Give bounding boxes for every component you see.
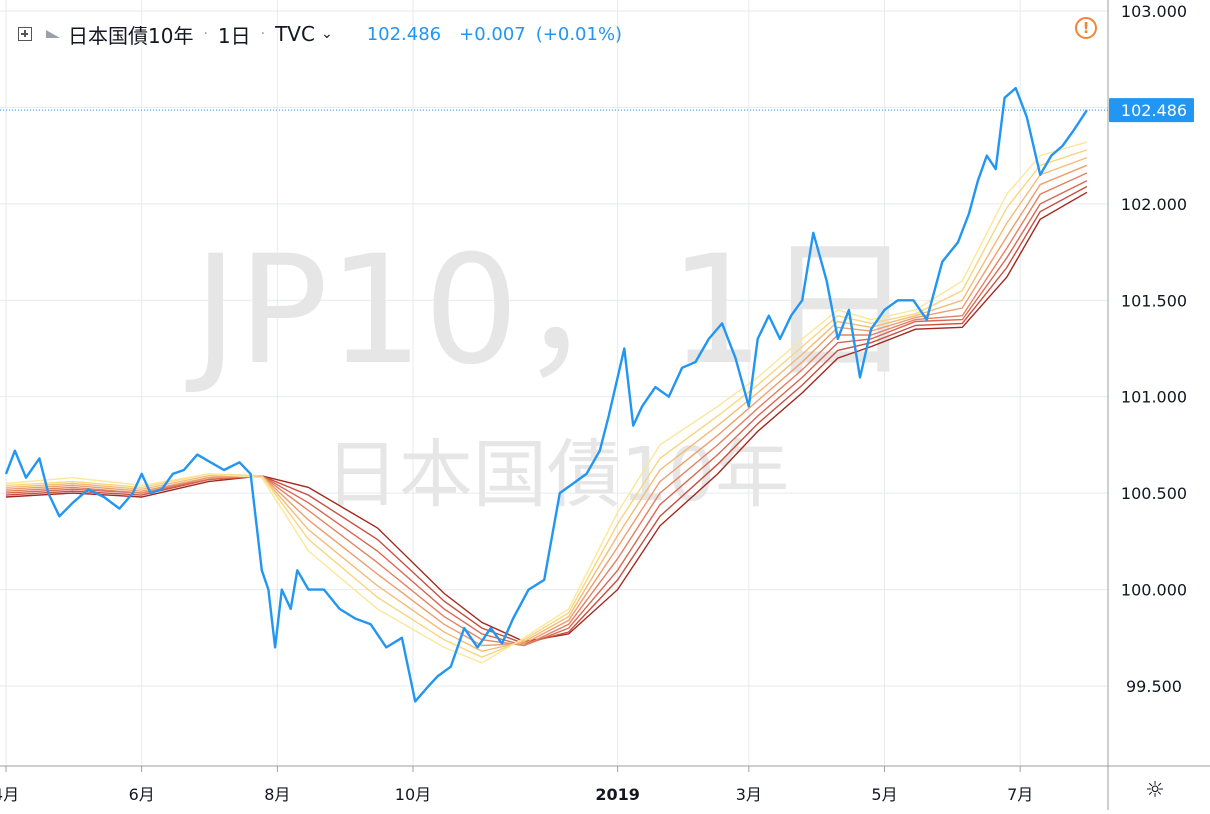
y-tick-label: 103.000 <box>1121 2 1187 21</box>
x-tick-label: 8月 <box>264 785 290 804</box>
legend-separator: · <box>203 26 208 42</box>
y-tick-label: 102.000 <box>1121 195 1187 214</box>
legend-change-pct: (+0.01%) <box>535 23 623 45</box>
chevron-down-icon[interactable]: ⌄ <box>320 26 333 42</box>
x-tick-label: 6月 <box>129 785 155 804</box>
last-price-badge <box>1109 98 1194 123</box>
flag-icon <box>46 30 60 38</box>
last-price-label: 102.486 <box>1121 101 1187 120</box>
watermark-main: JP10，1日 <box>186 224 915 398</box>
x-tick-label: 5月 <box>871 785 897 804</box>
y-tick-label: 99.500 <box>1126 677 1182 696</box>
chart-legend: 日本国債10年 · 1日 · TVC ⌄ 102.486 +0.007 (+0.… <box>18 16 622 52</box>
y-tick-label: 100.000 <box>1121 581 1187 600</box>
warning-icon[interactable]: ! <box>1075 17 1097 39</box>
price-line <box>4 86 1088 703</box>
legend-separator: · <box>260 26 266 42</box>
expand-icon[interactable] <box>18 27 32 41</box>
x-tick-label: 4月 <box>0 785 19 804</box>
ma-ribbon-line <box>5 141 1088 664</box>
y-tick-label: 101.000 <box>1121 388 1187 407</box>
x-tick-label: 7月 <box>1007 785 1033 804</box>
legend-price: 102.486 <box>366 23 442 45</box>
x-tick-label: 10月 <box>395 785 431 804</box>
x-tick-label: 3月 <box>736 785 762 804</box>
interval-label[interactable]: 1日 <box>217 23 251 48</box>
legend-change: +0.007 <box>459 23 526 45</box>
exchange-label[interactable]: TVC <box>275 22 315 46</box>
x-tick-label: 2019 <box>595 785 640 804</box>
symbol-name[interactable]: 日本国債10年 <box>68 23 194 48</box>
y-tick-label: 101.500 <box>1121 291 1187 310</box>
settings-icon[interactable]: ☼ <box>1145 778 1165 803</box>
y-tick-label: 100.500 <box>1121 484 1187 503</box>
